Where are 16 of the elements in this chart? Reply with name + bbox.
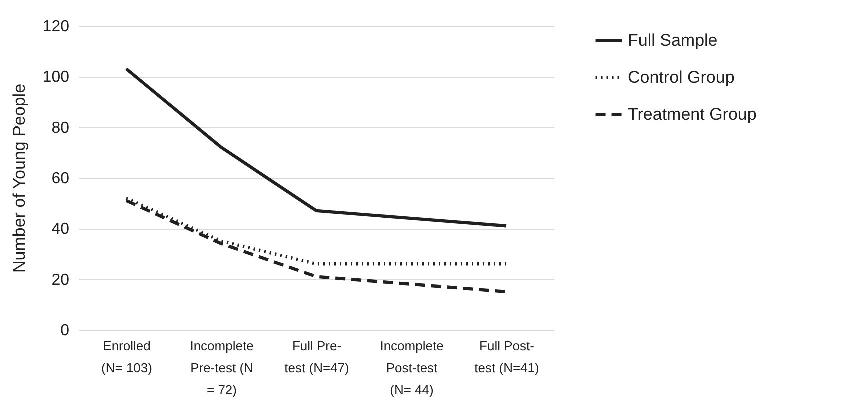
y-tick-label: 20 — [52, 272, 70, 289]
x-tick-label: Incomplete Pre-test (N = 72) — [190, 338, 254, 398]
y-tick-label: 0 — [60, 322, 70, 340]
x-tick-label: Incomplete Post-test (N= 44) — [380, 338, 444, 398]
y-tick-label: 100 — [42, 69, 70, 86]
x-tick-label: Full Post-test (N=41) — [474, 338, 540, 376]
x-tick-label: Full Pre-test (N=47) — [284, 338, 350, 376]
x-tick-label: Enrolled (N= 103) — [102, 338, 152, 376]
y-tick-label: 120 — [42, 18, 70, 36]
y-tick-label: 60 — [52, 170, 70, 188]
legend-label: Control Group — [628, 68, 735, 87]
y-tick-label: 40 — [52, 221, 70, 238]
legend-label: Full Sample — [628, 31, 718, 50]
y-tick-label: 80 — [52, 120, 70, 137]
y-axis-title: Number of Young People — [10, 84, 29, 274]
legend-label: Treatment Group — [628, 105, 757, 124]
